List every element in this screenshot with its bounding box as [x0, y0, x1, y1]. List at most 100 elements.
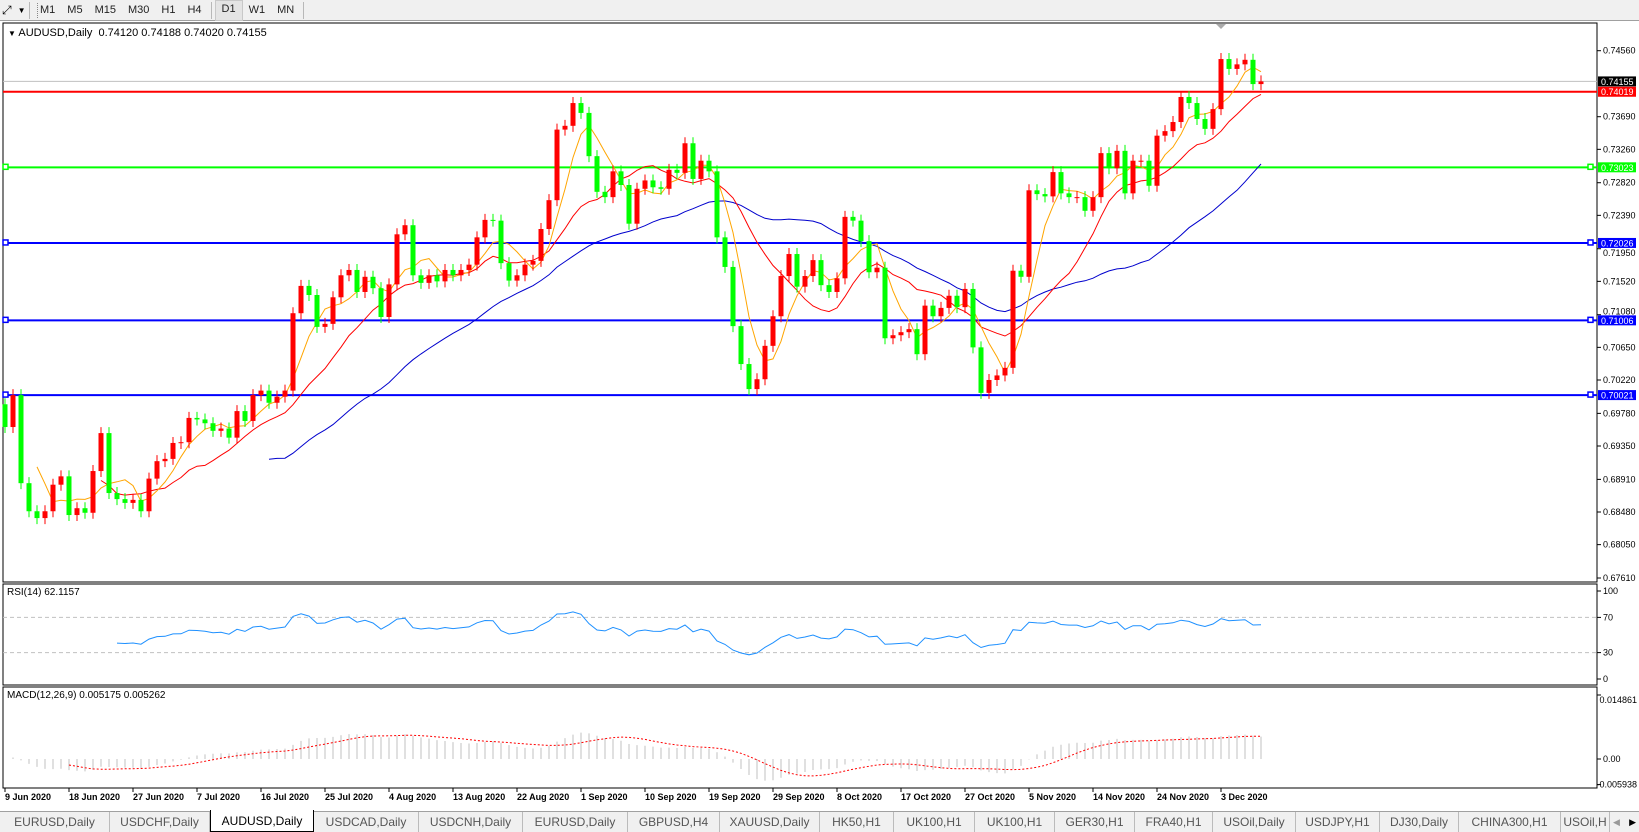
chart-tab[interactable]: EURUSD,Daily	[0, 812, 110, 832]
bullish-candle	[474, 237, 480, 265]
bullish-candle	[1154, 135, 1160, 186]
collapse-triangle-icon[interactable]: ▼	[8, 29, 16, 38]
bearish-candle	[106, 433, 112, 494]
chart-tab[interactable]: XAUUSD,Daily	[720, 812, 820, 832]
toolbar-grip[interactable]	[36, 3, 41, 18]
timeframe-w1-button[interactable]: W1	[248, 4, 266, 16]
timeframe-m15-button[interactable]: M15	[94, 4, 116, 16]
level-price-tag	[1598, 390, 1636, 401]
scroll-left-icon[interactable]: ◀	[1613, 816, 1620, 827]
bearish-candle	[714, 171, 720, 238]
bearish-candle	[626, 184, 632, 224]
level-anchor-handle[interactable]	[2, 391, 9, 398]
bearish-candle	[410, 225, 416, 276]
bearish-candle	[618, 171, 624, 185]
chart-tab[interactable]: USDCNH,Daily	[419, 812, 523, 832]
bullish-candle	[74, 508, 80, 516]
bullish-candle	[538, 229, 544, 261]
bullish-candle	[290, 313, 296, 391]
bearish-candle	[738, 326, 744, 365]
bullish-candle	[890, 335, 896, 339]
chart-tab[interactable]: USOil,H	[1561, 812, 1610, 832]
timeframe-d1-button[interactable]: D1	[214, 0, 243, 21]
timeframe-h4-button[interactable]: H4	[187, 4, 202, 16]
price-axis-label: 0.70220	[1603, 375, 1636, 385]
bearish-candle	[1018, 270, 1024, 277]
bullish-candle	[1130, 160, 1136, 194]
timeframe-mn-button[interactable]: MN	[277, 4, 295, 16]
scroll-right-icon[interactable]: ▶	[1629, 816, 1636, 827]
chart-tab[interactable]: CHINA300,H1	[1459, 812, 1561, 832]
chart-tab[interactable]: HK50,H1	[820, 812, 894, 832]
chart-tab[interactable]: GER30,H1	[1055, 812, 1135, 832]
bullish-candle	[530, 260, 536, 265]
price-axis-label: 0.68910	[1603, 474, 1636, 484]
level-anchor-handle[interactable]	[1587, 391, 1594, 398]
line-tools-icon[interactable]: ⤢	[2, 3, 12, 17]
level-anchor-handle[interactable]	[1587, 316, 1594, 324]
bearish-candle	[506, 263, 512, 281]
level-anchor-handle[interactable]	[1587, 239, 1594, 246]
bearish-candle	[602, 191, 608, 198]
date-axis-label: 9 Jun 2020	[5, 792, 51, 802]
toolbar-separator	[28, 2, 30, 19]
bullish-candle	[898, 332, 904, 336]
ohlc-label: 0.74120 0.74188 0.74020 0.74155	[98, 27, 267, 39]
chart-window[interactable]: 0.74560 0.73690 0.73260 0.72820 0.72390 0.719…	[0, 22, 1639, 811]
bullish-candle	[810, 260, 816, 277]
bearish-candle	[1058, 172, 1064, 194]
level-price-label: 0.70021	[1601, 391, 1634, 401]
chart-tab[interactable]: DJ30,Daily	[1380, 812, 1459, 832]
chart-tab[interactable]: EURUSD,Daily	[523, 812, 628, 832]
chart-tab[interactable]: AUDUSD,Daily	[210, 810, 314, 832]
chart-canvas[interactable]: 0.74560 0.73690 0.73260 0.72820 0.72390 0.719…	[0, 22, 1639, 811]
toolbar-separator	[210, 2, 212, 19]
level-anchor-handle[interactable]	[2, 239, 9, 246]
chevron-down-icon[interactable]: ▼	[17, 6, 26, 15]
chart-tab[interactable]: UK100,H1	[894, 812, 975, 832]
chart-tab[interactable]: USDCHF,Daily	[110, 812, 210, 832]
bullish-candle	[906, 329, 912, 333]
bearish-candle	[194, 417, 200, 420]
level-anchor-handle[interactable]	[2, 316, 9, 324]
current-price-tag	[1598, 76, 1636, 87]
bullish-candle	[1242, 59, 1248, 65]
bearish-candle	[354, 269, 360, 292]
chart-tab[interactable]: GBPUSD,H4	[628, 812, 720, 832]
chart-tab[interactable]: UK100,H1	[975, 812, 1055, 832]
bearish-candle	[586, 112, 592, 157]
bullish-candle	[842, 216, 848, 279]
level-price-tag	[1598, 86, 1636, 97]
date-axis-label: 13 Aug 2020	[453, 792, 505, 802]
bullish-candle	[162, 458, 168, 462]
chart-tab[interactable]: USOil,Daily	[1213, 812, 1296, 832]
bullish-candle	[770, 316, 776, 346]
bearish-candle	[1146, 160, 1152, 186]
timeframe-m5-button[interactable]: M5	[67, 4, 83, 16]
timeframe-h1-button[interactable]: H1	[161, 4, 176, 16]
level-price-label: 0.72026	[1601, 238, 1634, 248]
macd-label: MACD(12,26,9) 0.005175 0.005262	[7, 690, 166, 701]
bullish-candle	[250, 395, 256, 421]
bullish-candle	[482, 219, 488, 238]
timeframe-m1-button[interactable]: M1	[40, 4, 56, 16]
bullish-candle	[186, 417, 192, 443]
bearish-candle	[650, 180, 656, 188]
bullish-candle	[634, 188, 640, 224]
level-anchor-handle[interactable]	[1587, 163, 1594, 171]
date-axis-label: 4 Aug 2020	[389, 792, 436, 802]
chart-tab[interactable]: USDCAD,Daily	[314, 812, 419, 832]
level-anchor-handle[interactable]	[2, 163, 9, 171]
chart-tab[interactable]: USDJPY,H1	[1296, 812, 1380, 832]
bearish-candle	[1250, 59, 1256, 85]
chart-tabs-bar: EURUSD,Daily USDCHF,Daily AUDUSD,Daily USDC…	[0, 810, 1639, 832]
bullish-candle	[1210, 109, 1216, 129]
chart-shift-marker-icon[interactable]	[1216, 24, 1226, 29]
price-axis-label: 0.69350	[1603, 441, 1636, 451]
timeframe-m30-button[interactable]: M30	[127, 4, 150, 16]
price-axis-label: 0.73690	[1603, 112, 1636, 122]
chart-tab[interactable]: FRA40,H1	[1135, 812, 1213, 832]
bearish-candle	[658, 187, 664, 189]
bearish-candle	[418, 275, 424, 283]
date-axis-label: 25 Jul 2020	[325, 792, 373, 802]
